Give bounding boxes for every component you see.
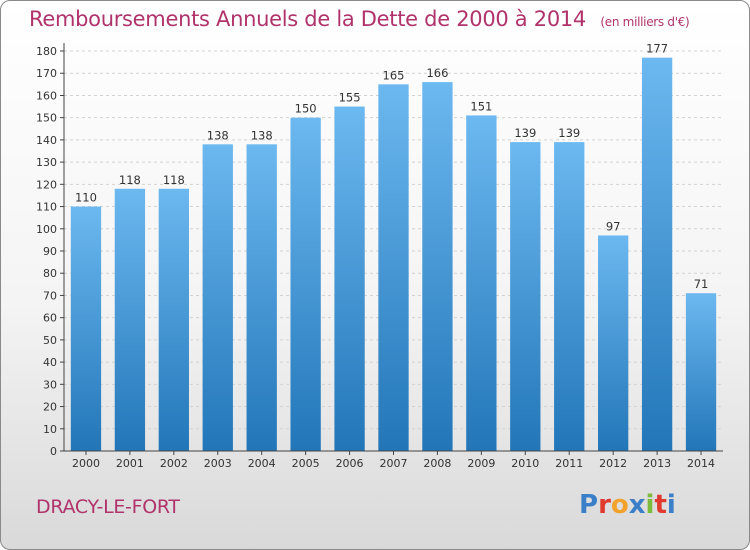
y-tick-label: 40 <box>43 356 57 369</box>
x-tick-label: 2008 <box>423 457 451 470</box>
y-tick-label: 20 <box>43 401 57 414</box>
chart-subtitle: (en milliers d'€) <box>600 15 690 29</box>
bar-value-label: 155 <box>339 91 361 105</box>
x-tick-label: 2014 <box>687 457 715 470</box>
bar-2008[interactable] <box>422 82 453 451</box>
bar-value-label: 177 <box>646 42 668 56</box>
bar-2013[interactable] <box>641 57 673 452</box>
y-tick-label: 80 <box>43 267 57 280</box>
x-tick-label: 2013 <box>643 457 671 470</box>
x-tick-label: 2005 <box>292 457 320 470</box>
logo-letter: o <box>610 490 629 520</box>
y-tick-label: 30 <box>43 378 57 391</box>
bar-value-label: 165 <box>383 68 405 82</box>
bar-value-label: 150 <box>295 102 317 116</box>
y-tick-label: 170 <box>36 67 57 80</box>
x-tick-label: 2007 <box>380 457 408 470</box>
bar-2007[interactable] <box>378 84 409 451</box>
y-tick-label: 120 <box>36 178 57 191</box>
x-tick-label: 2000 <box>72 457 100 470</box>
logo-letter: t <box>654 490 667 520</box>
logo-letter: x <box>628 490 646 520</box>
x-tick-label: 2012 <box>599 457 627 470</box>
bar-2014[interactable] <box>685 293 717 451</box>
x-tick-label: 2004 <box>248 457 276 470</box>
bar-value-label: 151 <box>470 99 492 113</box>
y-tick-label: 50 <box>43 334 57 347</box>
bar-2006[interactable] <box>334 106 365 452</box>
bar-value-label: 97 <box>606 219 621 233</box>
bar-2001[interactable] <box>114 188 146 451</box>
x-tick-label: 2009 <box>467 457 495 470</box>
logo-letter: r <box>598 490 611 520</box>
y-tick-label: 60 <box>43 312 57 325</box>
logo-letter: i <box>666 490 676 520</box>
bar-value-label: 118 <box>119 173 141 187</box>
bar-2009[interactable] <box>466 115 497 451</box>
bar-2002[interactable] <box>158 188 189 451</box>
y-tick-label: 100 <box>36 223 57 236</box>
y-tick-label: 10 <box>43 423 57 436</box>
bar-2010[interactable] <box>510 142 541 451</box>
bar-2003[interactable] <box>202 144 233 452</box>
bar-value-label: 139 <box>558 126 580 140</box>
chart-title: Remboursements Annuels de la Dette de 20… <box>29 7 690 31</box>
bar-value-label: 139 <box>514 126 536 140</box>
bar-2011[interactable] <box>554 142 585 451</box>
y-tick-label: 180 <box>36 45 57 58</box>
x-tick-label: 2003 <box>204 457 232 470</box>
bar-value-label: 118 <box>163 173 185 187</box>
y-tick-label: 0 <box>50 445 57 458</box>
y-tick-label: 130 <box>36 156 57 169</box>
proxiti-logo[interactable]: Proxiti <box>579 490 676 520</box>
bar-value-label: 71 <box>694 277 709 291</box>
y-tick-label: 150 <box>36 112 57 125</box>
bar-value-label: 166 <box>426 66 448 80</box>
x-tick-label: 2010 <box>511 457 539 470</box>
bar-2000[interactable] <box>70 206 102 451</box>
y-tick-label: 70 <box>43 289 57 302</box>
y-tick-label: 140 <box>36 134 57 147</box>
chart-title-text: Remboursements Annuels de la Dette de 20… <box>29 7 586 31</box>
x-tick-label: 2011 <box>555 457 583 470</box>
logo-letter: i <box>645 490 655 520</box>
city-name: DRACY-LE-FORT <box>36 496 180 518</box>
x-tick-label: 2002 <box>160 457 188 470</box>
y-tick-label: 160 <box>36 89 57 102</box>
bar-value-label: 110 <box>75 191 97 205</box>
bar-2004[interactable] <box>246 144 277 452</box>
bar-2012[interactable] <box>598 235 629 451</box>
bar-2005[interactable] <box>290 117 321 452</box>
x-tick-label: 2006 <box>336 457 364 470</box>
y-tick-label: 90 <box>43 245 57 258</box>
y-tick-label: 110 <box>36 201 57 214</box>
x-tick-label: 2001 <box>116 457 144 470</box>
bar-value-label: 138 <box>207 128 229 142</box>
bar-value-label: 138 <box>251 128 273 142</box>
logo-letter: P <box>579 490 599 520</box>
